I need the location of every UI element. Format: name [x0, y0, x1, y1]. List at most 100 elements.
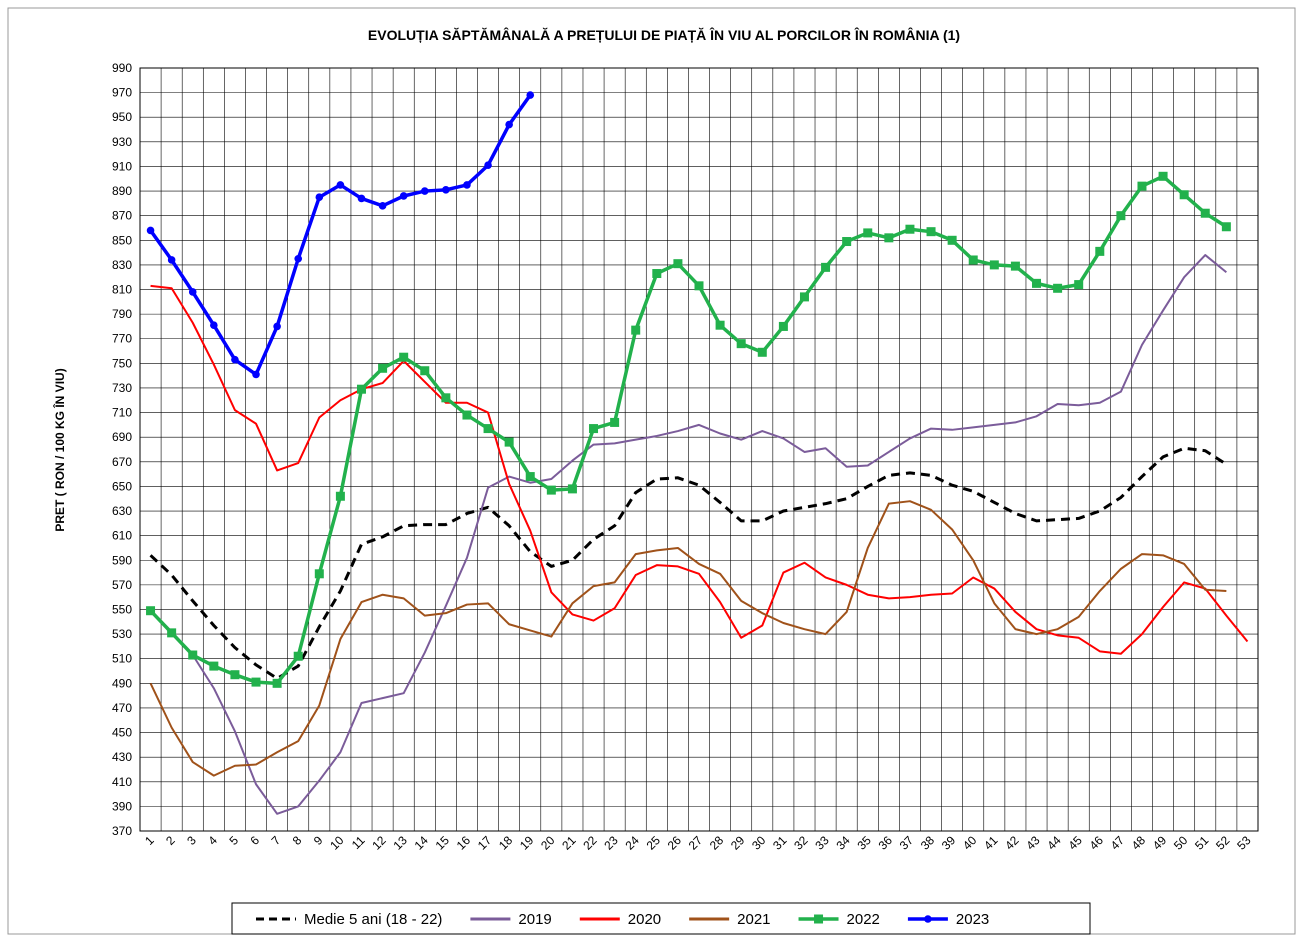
marker	[589, 424, 599, 434]
marker	[1137, 181, 1147, 191]
marker	[210, 321, 218, 330]
marker	[631, 325, 641, 335]
marker	[736, 339, 746, 349]
marker	[546, 485, 556, 495]
marker	[1179, 190, 1189, 200]
marker	[484, 161, 492, 170]
marker	[146, 226, 155, 235]
marker	[188, 288, 197, 296]
marker	[1095, 246, 1105, 256]
y-tick-label: 510	[112, 652, 132, 666]
marker	[167, 256, 176, 264]
y-tick-label: 770	[112, 332, 132, 346]
marker	[483, 424, 493, 434]
marker	[314, 569, 324, 579]
marker	[1010, 261, 1020, 271]
marker	[335, 491, 345, 501]
marker	[1158, 171, 1168, 181]
marker	[1200, 208, 1210, 218]
y-tick-label: 450	[112, 726, 132, 740]
marker	[399, 192, 408, 200]
marker	[567, 484, 577, 494]
y-tick-label: 430	[112, 750, 132, 764]
marker	[863, 228, 873, 238]
marker	[441, 393, 451, 403]
marker	[378, 363, 388, 373]
y-tick-label: 550	[112, 602, 132, 616]
y-tick-label: 890	[112, 184, 132, 198]
marker	[336, 181, 345, 189]
y-tick-label: 950	[112, 110, 132, 124]
marker	[947, 235, 957, 245]
y-tick-label: 610	[112, 529, 132, 543]
marker	[231, 355, 239, 364]
y-tick-label: 590	[112, 553, 132, 567]
y-tick-label: 990	[112, 61, 132, 75]
y-tick-label: 630	[112, 504, 132, 518]
y-tick-label: 730	[112, 381, 132, 395]
y-axis-label: PRET ( RON / 100 KG ÎN VIU)	[52, 368, 67, 531]
marker	[694, 281, 704, 291]
marker	[146, 606, 156, 616]
marker	[462, 410, 472, 420]
marker	[673, 259, 683, 269]
marker	[989, 260, 999, 270]
legend-label: 2019	[518, 911, 551, 928]
marker	[1053, 283, 1063, 293]
y-tick-label: 410	[112, 775, 132, 789]
marker	[504, 437, 514, 447]
y-tick-label: 370	[112, 824, 132, 838]
marker	[799, 292, 809, 302]
marker	[905, 224, 915, 234]
marker	[315, 193, 324, 202]
marker	[251, 677, 261, 687]
marker	[209, 661, 219, 671]
y-tick-label: 470	[112, 701, 132, 715]
marker	[230, 670, 240, 680]
marker	[420, 366, 430, 376]
marker	[505, 120, 513, 129]
y-tick-label: 530	[112, 627, 132, 641]
legend-label: 2020	[628, 911, 661, 928]
marker	[757, 347, 767, 357]
legend-label: 2023	[956, 911, 989, 928]
y-tick-label: 570	[112, 578, 132, 592]
y-tick-label: 870	[112, 209, 132, 223]
marker	[188, 650, 198, 660]
series-line	[150, 284, 1249, 655]
legend-label: Medie 5 ani (18 - 22)	[304, 911, 442, 928]
legend: Medie 5 ani (18 - 22) 2019 2020 2021 2022 202…	[231, 902, 1091, 935]
marker	[968, 255, 978, 265]
marker	[884, 233, 894, 243]
marker	[420, 187, 429, 195]
marker	[926, 227, 936, 237]
chart-title: EVOLUȚIA SĂPTĂMÂNALĂ A PREȚULUI DE PIAȚĂ…	[368, 26, 960, 43]
y-tick-label: 970	[112, 86, 132, 100]
marker	[610, 417, 620, 427]
legend-label: 2021	[737, 911, 770, 928]
marker	[378, 202, 387, 210]
marker	[1116, 211, 1126, 221]
plot-area	[139, 67, 1259, 832]
y-tick-label: 910	[112, 159, 132, 173]
y-tick-label: 650	[112, 479, 132, 493]
marker	[356, 384, 366, 394]
y-tick-label: 790	[112, 307, 132, 321]
marker	[294, 254, 303, 263]
marker	[1032, 278, 1042, 288]
y-tick-label: 750	[112, 356, 132, 370]
y-tick-label: 490	[112, 676, 132, 690]
marker	[1074, 280, 1084, 290]
marker	[463, 181, 471, 189]
y-tick-label: 390	[112, 799, 132, 813]
marker	[924, 915, 932, 923]
marker	[814, 914, 824, 924]
marker	[526, 91, 535, 99]
marker	[821, 262, 831, 272]
series-line	[149, 174, 1228, 686]
series-line	[149, 254, 1227, 815]
y-tick-label: 850	[112, 233, 132, 247]
y-tick-label: 830	[112, 258, 132, 272]
